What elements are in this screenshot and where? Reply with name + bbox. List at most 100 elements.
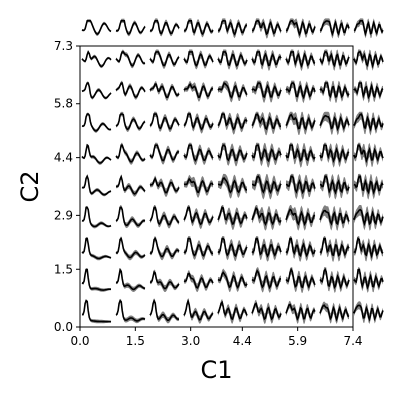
- cell-r7-c5: [251, 80, 282, 103]
- cell-r5-c0: [81, 143, 112, 165]
- cell-mean-line: [115, 206, 146, 227]
- x-tick-label-0: 0.0: [70, 334, 89, 348]
- cell-r1-c5: [251, 267, 282, 293]
- cell-r3-c6: [285, 205, 316, 231]
- cell-r0-c8: [353, 301, 384, 324]
- cell-r8-c6: [285, 49, 316, 72]
- cell-r9-c5: [251, 18, 282, 39]
- cell-mean-line: [251, 144, 282, 163]
- cell-r2-c6: [285, 236, 316, 262]
- y-tick-label-0: 0.0: [54, 320, 73, 334]
- cell-mean-line: [353, 175, 384, 195]
- cell-mean-line: [353, 208, 384, 227]
- cell-band: [82, 299, 111, 324]
- cell-r1-c0: [81, 268, 111, 292]
- cell-mean-line: [81, 113, 112, 132]
- cell-mean-line: [149, 176, 180, 194]
- cell-band: [150, 175, 179, 197]
- cell-r6-c7: [319, 111, 350, 136]
- cell-mean-line: [353, 268, 384, 290]
- cell-r9-c3: [183, 18, 214, 38]
- cell-mean-line: [319, 175, 350, 195]
- cell-mean-line: [217, 113, 248, 131]
- cell-mean-line: [319, 144, 350, 163]
- cell-mean-line: [115, 51, 146, 67]
- cell-r2-c2: [149, 236, 180, 261]
- cell-band: [184, 174, 213, 198]
- cell-mean-line: [353, 113, 384, 132]
- cell-mean-line: [149, 237, 180, 258]
- cell-r0-c5: [251, 299, 282, 324]
- cell-mean-line: [353, 304, 384, 322]
- cell-r1-c8: [353, 267, 384, 293]
- cell-r0-c7: [319, 301, 350, 324]
- y-tick-label-1: 1.5: [54, 262, 73, 276]
- cell-r9-c1: [115, 18, 146, 37]
- cell-mean-line: [251, 302, 282, 321]
- cell-r3-c3: [183, 205, 214, 230]
- cell-mean-line: [319, 304, 350, 322]
- cell-band: [286, 300, 315, 324]
- cell-r2-c8: [353, 236, 384, 262]
- cell-band: [252, 236, 281, 262]
- cell-mean-line: [251, 51, 282, 67]
- cell-mean-line: [183, 272, 214, 289]
- cell-r1-c3: [183, 270, 214, 293]
- cell-mean-line: [285, 20, 316, 37]
- cell-mean-line: [183, 298, 214, 321]
- cell-r4-c7: [319, 173, 350, 200]
- cell-r7-c2: [149, 81, 180, 101]
- cell-mean-line: [149, 83, 180, 99]
- cell-mean-line: [285, 144, 316, 163]
- cell-mean-line: [149, 20, 180, 35]
- cell-r7-c8: [353, 80, 384, 104]
- cell-r6-c8: [353, 111, 384, 136]
- cell-band: [82, 237, 111, 261]
- cell-r3-c1: [115, 205, 146, 229]
- cell-r0-c1: [115, 298, 146, 324]
- y-tick-label-5: 7.3: [54, 39, 73, 53]
- cell-mean-line: [217, 82, 248, 99]
- cell-band: [286, 236, 315, 262]
- cell-r3-c8: [353, 205, 384, 231]
- cell-r4-c5: [251, 173, 282, 200]
- cell-mean-line: [183, 237, 214, 257]
- cell-r8-c3: [183, 49, 214, 70]
- cell-mean-line: [81, 268, 111, 291]
- cell-r6-c6: [285, 111, 316, 135]
- cell-r7-c7: [319, 80, 350, 103]
- cell-r1-c4: [217, 268, 248, 293]
- cell-r5-c5: [251, 142, 282, 168]
- cell-mean-line: [285, 208, 316, 227]
- cell-mean-line: [149, 270, 180, 290]
- cell-mean-line: [251, 82, 282, 98]
- cell-r2-c1: [115, 236, 146, 261]
- cell-r2-c7: [319, 236, 350, 262]
- cell-mean-line: [81, 50, 112, 68]
- cell-r2-c5: [251, 236, 282, 262]
- cell-r9-c8: [353, 18, 384, 39]
- cell-mean-line: [115, 113, 146, 131]
- cell-mean-line: [149, 144, 180, 162]
- cell-r6-c1: [115, 111, 146, 132]
- cell-r7-c1: [115, 80, 146, 100]
- cell-r0-c3: [183, 298, 214, 324]
- cell-mean-line: [217, 237, 248, 258]
- cell-r1-c6: [285, 267, 316, 293]
- cell-r1-c2: [149, 269, 180, 292]
- x-axis-title: C1: [200, 356, 232, 384]
- cell-r5-c2: [149, 142, 180, 165]
- y-tick-label-4: 5.8: [54, 97, 73, 111]
- y-tick-label-3: 4.4: [54, 151, 73, 165]
- cell-band: [150, 236, 179, 261]
- cell-mean-line: [217, 300, 248, 321]
- cell-mean-line: [353, 82, 384, 100]
- cell-mean-line: [319, 82, 350, 99]
- cell-r4-c8: [353, 173, 384, 200]
- cell-band: [82, 205, 111, 229]
- cell-band: [150, 49, 179, 69]
- cell-mean-line: [81, 82, 112, 99]
- cell-r9-c0: [81, 19, 112, 36]
- cell-band: [320, 111, 349, 136]
- cell-mean-line: [217, 144, 248, 162]
